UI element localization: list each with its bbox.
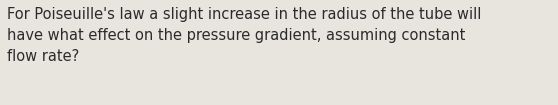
Text: For Poiseuille's law a slight increase in the radius of the tube will
have what : For Poiseuille's law a slight increase i… [7, 7, 481, 64]
